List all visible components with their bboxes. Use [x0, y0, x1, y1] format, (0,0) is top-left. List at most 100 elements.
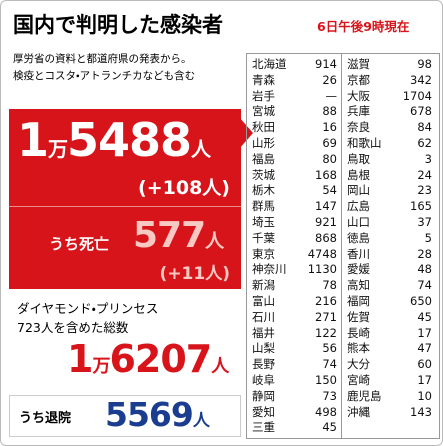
count: 271 [315, 309, 337, 324]
count: 216 [315, 294, 337, 308]
divider [9, 206, 241, 207]
count: 122 [315, 325, 337, 340]
label-line: 723人を含めた総数 [17, 320, 129, 335]
count: 74 [417, 278, 432, 293]
num: 1 [67, 337, 93, 381]
count: 73 [322, 388, 337, 403]
count: 342 [410, 72, 432, 87]
prefecture: 奈良 [347, 120, 370, 135]
prefecture: 山口 [347, 215, 370, 229]
recovered-total: 5569 人 [105, 395, 210, 434]
prefecture: 香川 [347, 246, 370, 261]
prefecture: 新潟 [252, 278, 275, 293]
count: 16 [322, 120, 337, 135]
deaths-change: (+11人) [159, 264, 230, 284]
unit: 人 [211, 356, 229, 377]
count: 84 [417, 120, 432, 135]
count: 3 [424, 151, 432, 166]
deaths-label: うち死亡 [49, 235, 110, 253]
prefecture: 神奈川 [252, 262, 287, 277]
prefecture: 熊本 [347, 341, 370, 356]
prefecture: 福島 [252, 151, 275, 166]
count: 147 [315, 199, 337, 214]
prefecture: 岐阜 [252, 373, 275, 387]
note: 厚労省の資料と都道府県の発表から。 検疫とコスタ・アトランチカなども含む [13, 51, 195, 85]
prefecture: 秋田 [252, 120, 275, 135]
prefecture: 愛知 [252, 404, 275, 419]
prefecture: 兵庫 [347, 104, 370, 119]
count: 62 [417, 136, 432, 150]
count: 10 [417, 388, 432, 403]
count: 914 [315, 57, 337, 71]
count: 498 [315, 404, 337, 419]
prefecture: 青森 [252, 72, 275, 87]
prefecture: 富山 [252, 294, 275, 308]
unit: 万 [48, 137, 68, 161]
count: 678 [410, 104, 432, 119]
count: 168 [315, 167, 337, 182]
count: 80 [322, 151, 337, 166]
count: 165 [410, 199, 432, 214]
count: 60 [417, 357, 432, 372]
prefecture: 岡山 [347, 183, 370, 198]
count: 23 [417, 183, 432, 198]
prefecture: 滋賀 [347, 57, 370, 71]
count: 1704 [402, 88, 432, 103]
prefecture: 福岡 [347, 294, 370, 308]
prefecture-table: 北海道 914 青森 26 岩手 — 宮城 88 秋田 16 山形 69 福島 80 茨城 168 栃木 54 群馬… [246, 53, 440, 439]
prefecture: 千葉 [252, 230, 275, 245]
count: 37 [417, 215, 432, 229]
num: 6207 [109, 337, 212, 381]
unit: 人 [191, 137, 211, 161]
prefecture: 宮城 [252, 104, 275, 119]
prefecture: 京都 [347, 72, 370, 87]
count: 88 [322, 104, 337, 119]
note-line: 検疫とコスタ・アトランチカなども含む [13, 70, 196, 82]
as-of: 6日午後9時現在 [317, 19, 410, 34]
prefecture: 宮崎 [347, 373, 370, 387]
prefecture: 三重 [252, 420, 275, 435]
count: 921 [315, 215, 337, 229]
count: 74 [322, 357, 337, 372]
count: 48 [417, 262, 432, 277]
count: 56 [322, 341, 337, 356]
count: 1130 [307, 262, 337, 277]
prefecture: 鹿児島 [347, 388, 382, 403]
count: 26 [322, 72, 337, 87]
prefecture: 東京 [252, 246, 275, 261]
count: 28 [417, 246, 432, 261]
count: 150 [315, 373, 337, 387]
prefecture: 山梨 [252, 341, 275, 356]
count: 47 [417, 341, 432, 356]
num: 5488 [67, 113, 192, 167]
prefecture: 栃木 [252, 183, 275, 198]
prefecture: 茨城 [252, 167, 275, 182]
confirmed-total: 1 万 5488 人 [17, 113, 211, 167]
prefecture: 広島 [347, 199, 370, 214]
prefecture: 岩手 [252, 88, 275, 103]
prefecture: 徳島 [347, 230, 370, 245]
prefecture: 埼玉 [252, 215, 275, 229]
prefecture: 群馬 [252, 199, 275, 214]
recovered-label: うち退院 [19, 411, 72, 426]
prefecture: 島根 [347, 167, 370, 182]
note-line: 厚労省の資料と都道府県の発表から。 [13, 53, 192, 65]
prefecture: 佐賀 [347, 309, 370, 324]
confirmed-change: (+108人) [138, 177, 230, 199]
num: 5569 [105, 395, 194, 434]
recovered-box [9, 395, 241, 437]
prefecture: 石川 [252, 309, 275, 324]
count: 78 [322, 278, 337, 293]
title: 国内で判明した感染者 [13, 13, 223, 37]
grand-total: 1 万 6207 人 [67, 337, 229, 381]
count: 868 [315, 230, 337, 245]
unit: 人 [192, 411, 210, 431]
red-panel [9, 109, 241, 289]
unit: 人 [205, 230, 224, 252]
prefecture: 大阪 [347, 88, 370, 103]
prefecture: 長崎 [347, 325, 370, 340]
prefecture: 高知 [347, 278, 370, 293]
prefecture: 沖縄 [347, 404, 370, 419]
count: — [325, 88, 338, 103]
